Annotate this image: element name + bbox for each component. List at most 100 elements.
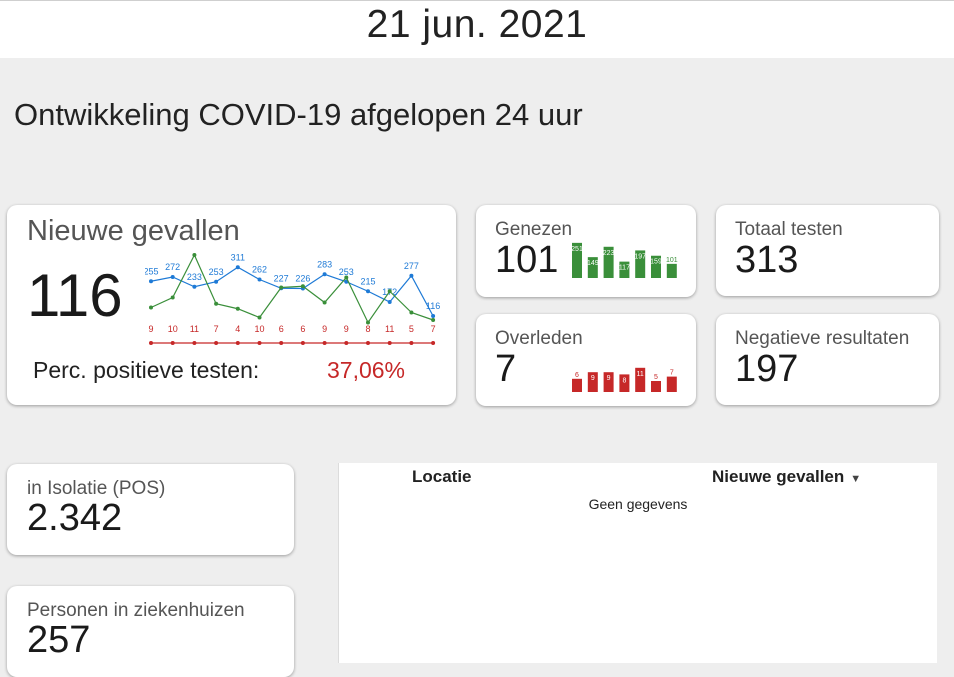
series-line xyxy=(150,253,434,324)
bar-label: 11 xyxy=(637,371,644,378)
card-overleden: Overleden 7 6 9 9 8 11 5 7 xyxy=(476,314,696,406)
data-point xyxy=(170,341,175,345)
data-point xyxy=(300,341,305,345)
card-value: 116 xyxy=(27,262,123,329)
data-label: 253 xyxy=(339,267,354,277)
data-point xyxy=(366,341,370,345)
data-point xyxy=(192,284,197,289)
data-point xyxy=(214,341,219,345)
bar-label: 197 xyxy=(634,253,646,260)
data-label: 311 xyxy=(231,252,245,262)
locatie-table: Locatie Nieuwe gevallen ▼ Geen gegevens xyxy=(338,463,937,663)
data-label: 10 xyxy=(168,324,178,334)
data-point xyxy=(257,315,262,320)
data-point xyxy=(409,273,414,278)
data-label: 7 xyxy=(431,324,436,334)
data-point xyxy=(431,341,436,345)
bar xyxy=(572,242,582,278)
bar-label: 251 xyxy=(572,246,583,253)
column-header-locatie[interactable]: Locatie xyxy=(412,467,472,487)
bar xyxy=(587,257,598,278)
data-label: 277 xyxy=(404,261,419,271)
data-point xyxy=(149,341,153,345)
data-point xyxy=(387,289,392,294)
data-point xyxy=(279,341,284,345)
bar xyxy=(587,372,598,392)
perc-positive-value: 37,06% xyxy=(327,357,406,383)
card-value: 2.342 xyxy=(27,497,123,539)
data-point xyxy=(344,275,349,280)
data-point xyxy=(214,301,219,306)
data-point xyxy=(235,265,240,270)
bar-label: 7 xyxy=(670,370,674,377)
card-label: Negatieve resultaten xyxy=(735,328,910,349)
bar xyxy=(619,261,630,278)
column-header-label: Nieuwe gevallen xyxy=(712,467,845,486)
bar xyxy=(603,246,614,278)
card-label: Personen in ziekenhuizen xyxy=(27,600,245,621)
top-bar: 21 jun. 2021 xyxy=(0,0,954,58)
sort-down-icon[interactable]: ▼ xyxy=(850,473,862,485)
bar xyxy=(651,381,661,392)
data-label: 8 xyxy=(365,324,370,334)
card-value: 197 xyxy=(735,348,799,390)
data-point xyxy=(366,289,370,294)
data-point xyxy=(322,341,327,345)
card-label: Nieuwe gevallen xyxy=(27,215,240,247)
data-point xyxy=(387,341,392,345)
card-genezen: Genezen 101 251 149 223 117 197 159 101 xyxy=(476,205,696,297)
card-label: Totaal testen xyxy=(735,219,843,240)
card-label: in Isolatie (POS) xyxy=(27,478,166,499)
card-negatieve-resultaten: Negatieve resultaten 197 xyxy=(716,314,939,405)
card-value: 101 xyxy=(495,239,559,281)
data-label: 6 xyxy=(300,324,305,334)
data-label: 10 xyxy=(254,324,264,334)
data-label: 9 xyxy=(322,324,327,334)
series-line xyxy=(150,266,434,317)
data-label: 227 xyxy=(274,273,289,283)
bar-label: 8 xyxy=(622,377,626,384)
report-date: 21 jun. 2021 xyxy=(366,3,588,46)
data-label: 253 xyxy=(209,267,224,277)
data-point xyxy=(170,295,175,300)
data-point xyxy=(214,279,219,284)
data-point xyxy=(431,314,436,318)
data-point xyxy=(170,275,175,279)
bar-label: 149 xyxy=(587,260,599,267)
card-totaal-testen: Totaal testen 313 xyxy=(716,205,939,296)
data-label: 116 xyxy=(426,301,440,311)
bar xyxy=(651,255,661,278)
data-point xyxy=(322,272,327,277)
bar xyxy=(635,367,646,392)
bar-label: 117 xyxy=(619,265,630,272)
data-label: 226 xyxy=(295,274,310,284)
data-label: 9 xyxy=(344,324,349,334)
data-label: 215 xyxy=(360,276,375,286)
data-point xyxy=(409,341,414,345)
card-value: 257 xyxy=(27,619,91,661)
data-label: 283 xyxy=(317,259,332,269)
data-label: 255 xyxy=(145,266,159,276)
page-title: Ontwikkeling COVID-19 afgelopen 24 uur xyxy=(14,97,583,132)
data-point xyxy=(431,318,436,322)
data-label: 11 xyxy=(190,324,199,334)
card-nieuwe-gevallen: Nieuwe gevallen 116 255 272 233 253 311 262 22… xyxy=(7,205,456,405)
data-point xyxy=(409,310,414,315)
bar-label: 9 xyxy=(607,375,611,382)
data-point xyxy=(257,341,262,345)
data-label: 9 xyxy=(148,324,153,334)
data-point xyxy=(344,341,349,345)
data-point xyxy=(149,305,153,310)
column-header-nieuwe-gevallen[interactable]: Nieuwe gevallen ▼ xyxy=(712,467,861,487)
data-point xyxy=(387,300,392,304)
bar xyxy=(666,376,677,392)
data-label: 6 xyxy=(279,324,284,334)
sparkline-chart: 2552722332533112622272262832532151722771… xyxy=(145,252,440,345)
card-label: Overleden xyxy=(495,328,583,349)
data-label: 7 xyxy=(214,324,219,334)
column-header-label: Locatie xyxy=(412,467,472,486)
bar xyxy=(635,250,646,278)
bar xyxy=(572,378,582,392)
data-label: 272 xyxy=(165,262,180,272)
bar xyxy=(603,372,614,392)
